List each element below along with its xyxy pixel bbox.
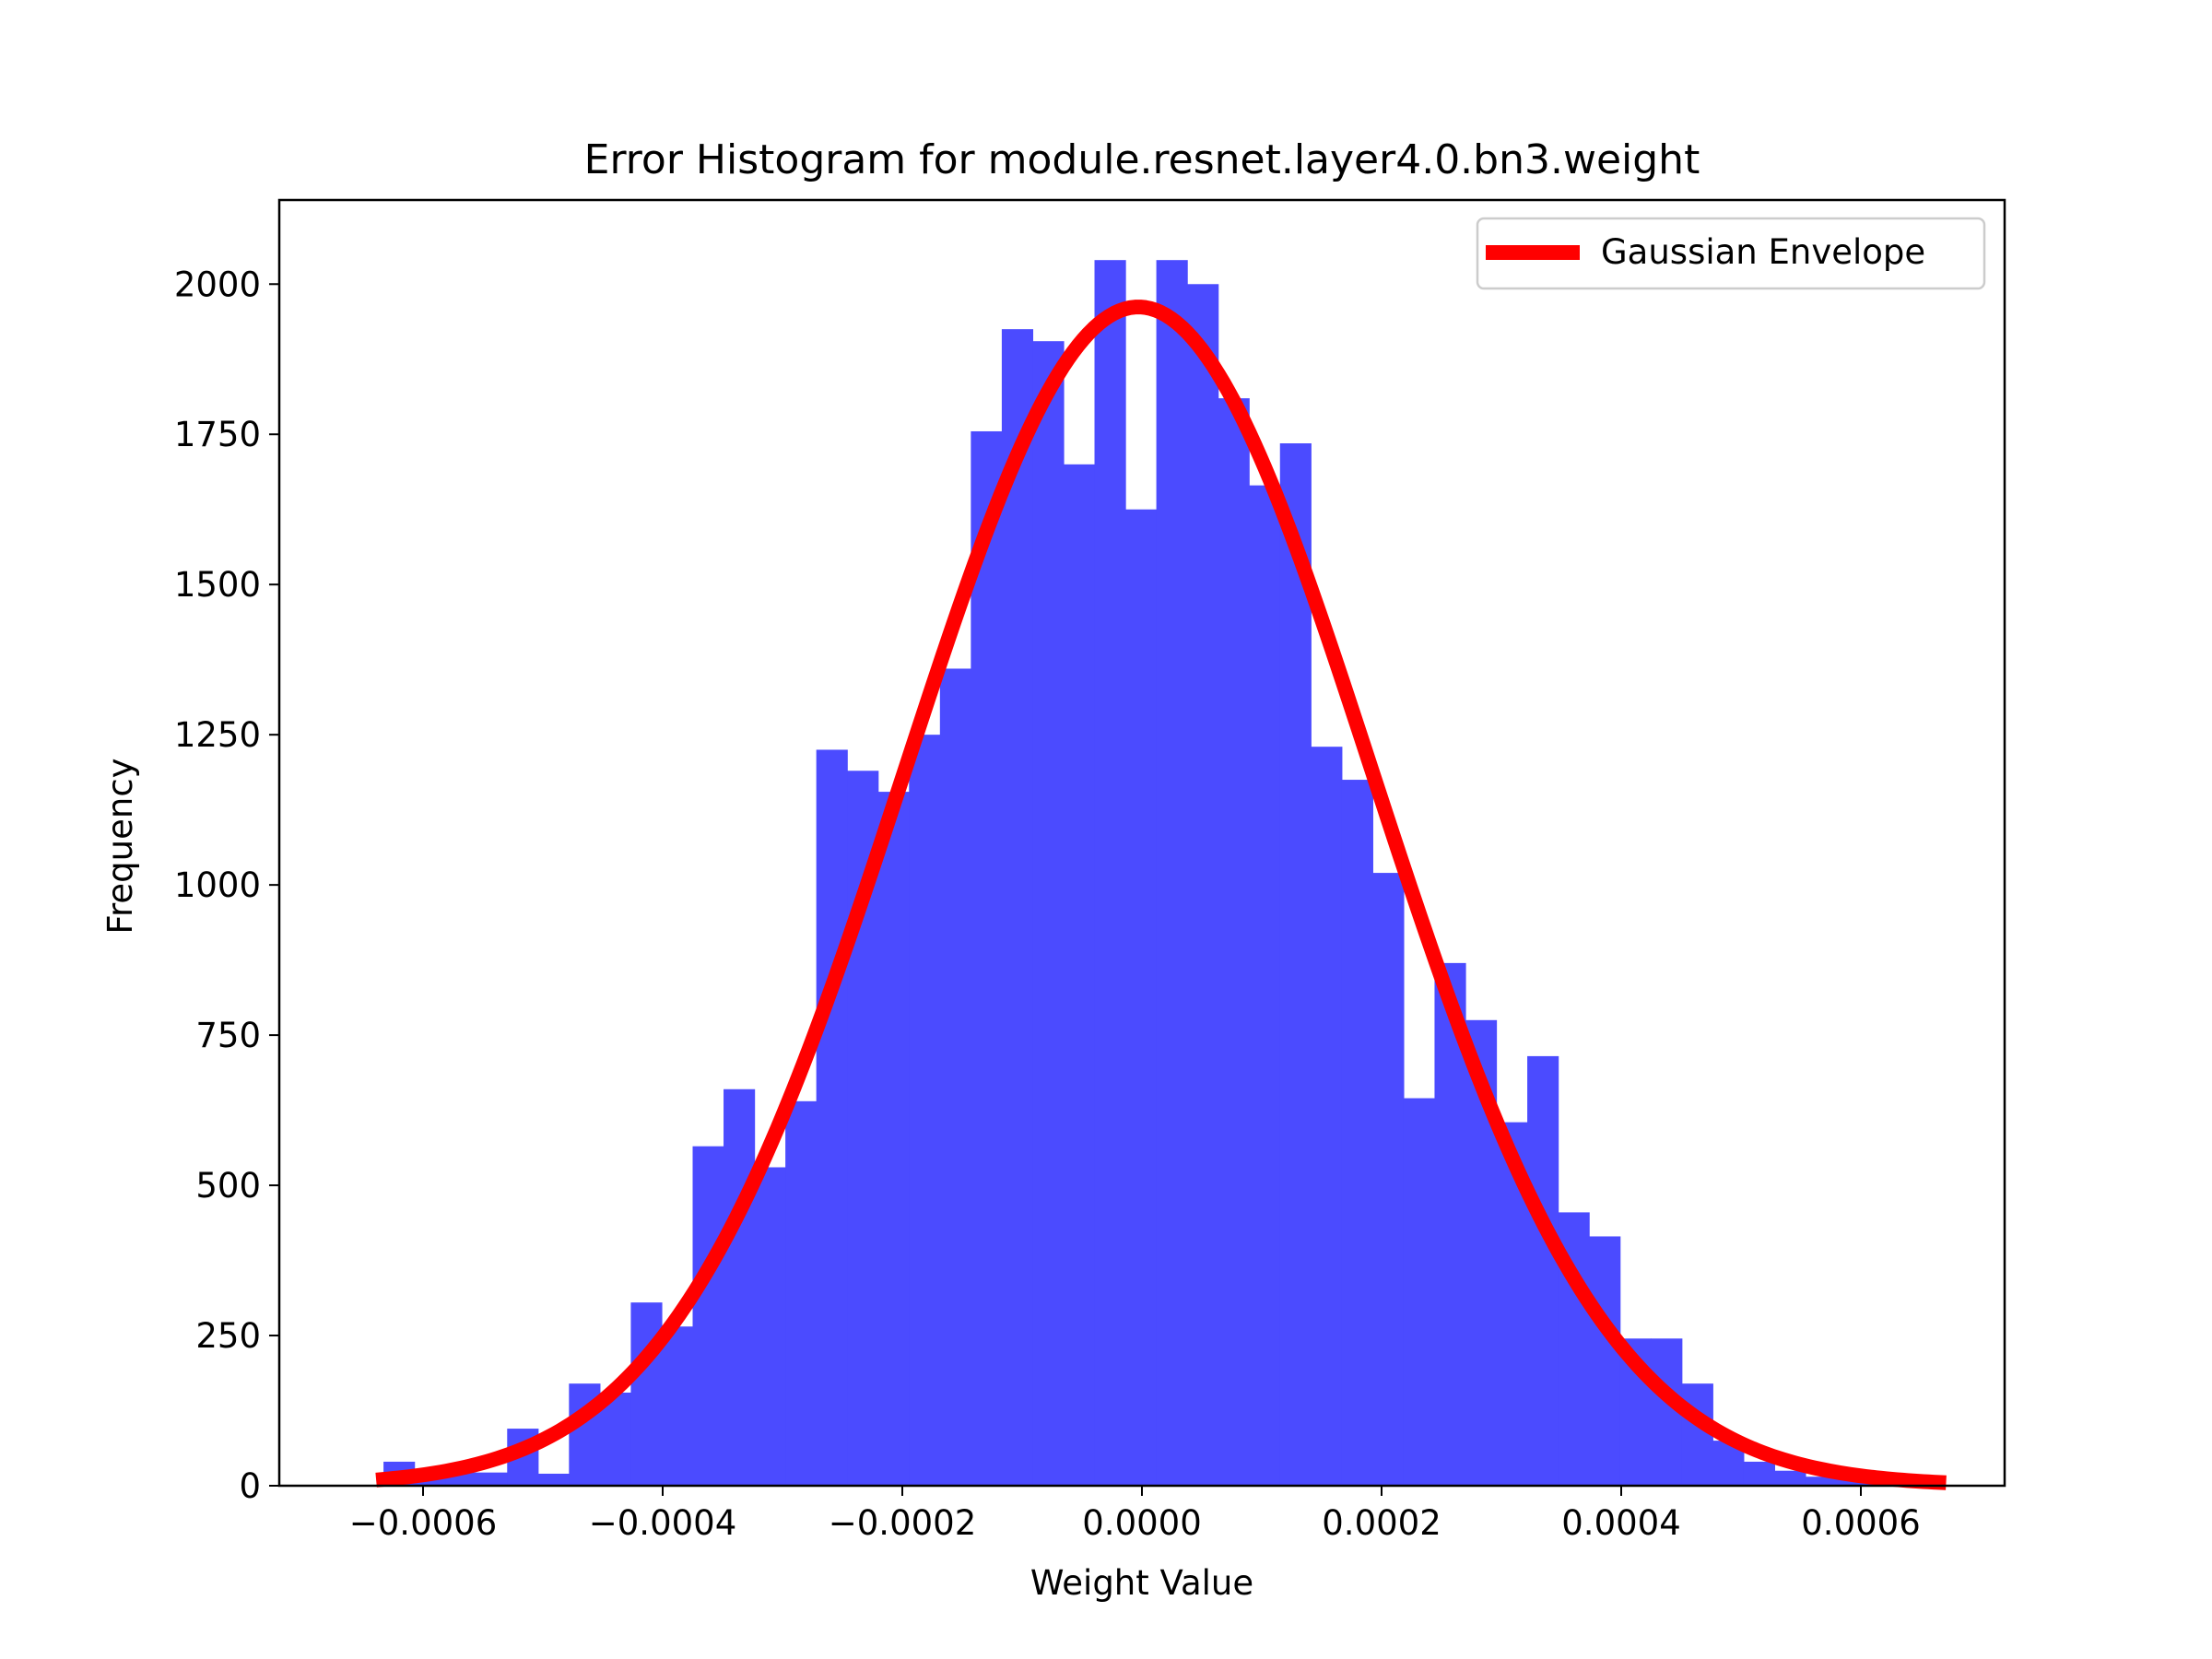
histogram-bar: [909, 735, 941, 1486]
histogram-bar: [1403, 1098, 1436, 1486]
histogram-bar: [1372, 873, 1405, 1486]
legend-box: [1476, 217, 1986, 290]
histogram-bar: [1743, 1461, 1775, 1486]
histogram-bar: [785, 1100, 818, 1486]
histogram-bar: [1218, 398, 1250, 1486]
histogram-bar: [1187, 284, 1219, 1486]
y-tick-label: 1750: [174, 415, 261, 454]
legend-label-gaussian-envelope: Gaussian Envelope: [1601, 232, 1925, 272]
x-tick-label: 0.0004: [1561, 1503, 1680, 1543]
histogram-bar: [630, 1302, 663, 1486]
y-tick-label: 1000: [174, 865, 261, 905]
y-tick-label: 2000: [174, 265, 261, 304]
x-tick-label: 0.0002: [1322, 1503, 1441, 1543]
histogram-bar: [661, 1326, 694, 1486]
histogram-bar: [1681, 1383, 1713, 1486]
histogram-bar: [1279, 443, 1312, 1486]
histogram-bar: [476, 1472, 508, 1486]
histogram-bar: [1001, 329, 1034, 1486]
x-axis-ticks: −0.0006 −0.0004 −0.0002 0.0000 0.0002 0.0004 0…: [349, 1486, 1921, 1543]
histogram-bar: [1774, 1470, 1806, 1486]
histogram-bar: [692, 1146, 724, 1486]
y-tick-label: 750: [195, 1016, 261, 1055]
histogram-bar: [1527, 1055, 1559, 1486]
y-tick-label: 1500: [174, 565, 261, 605]
y-axis-label: Frequency: [100, 758, 140, 934]
histogram-bar: [1125, 509, 1158, 1487]
histogram-bar: [1156, 260, 1188, 1487]
histogram-bar: [939, 668, 971, 1486]
x-tick-label: −0.0002: [829, 1503, 976, 1543]
y-axis-ticks: 0 250 500 750 1000 1250 1500 1750 2000: [174, 265, 279, 1506]
histogram-bar: [1589, 1236, 1621, 1486]
x-axis-label: Weight Value: [1030, 1563, 1253, 1603]
y-tick-label: 0: [239, 1466, 261, 1506]
histogram-bar: [1341, 780, 1373, 1486]
x-tick-label: 0.0000: [1082, 1503, 1201, 1543]
histogram-bar: [724, 1088, 756, 1486]
y-tick-label: 250: [195, 1316, 261, 1356]
histogram-bar: [1063, 464, 1096, 1486]
y-tick-label: 1250: [174, 715, 261, 755]
histogram-bar: [1836, 1479, 1868, 1486]
histogram-bar: [877, 792, 910, 1486]
histogram-bar: [971, 430, 1003, 1487]
histogram-bar: [816, 749, 848, 1486]
histogram-bar: [1805, 1477, 1838, 1486]
x-tick-label: −0.0004: [589, 1503, 736, 1543]
gaussian-envelope-line: [375, 300, 1947, 1490]
histogram-bar: [1311, 747, 1343, 1486]
x-tick-label: −0.0006: [349, 1503, 497, 1543]
histogram-bar: [537, 1473, 570, 1486]
x-tick-label: 0.0006: [1801, 1503, 1920, 1543]
chart-title: Error Histogram for module.resnet.layer4…: [584, 136, 1700, 183]
histogram-bar: [1032, 341, 1065, 1487]
legend: Gaussian Envelope: [1476, 217, 1986, 290]
histogram-bar: [1249, 485, 1281, 1486]
histogram-bar: [1094, 260, 1126, 1487]
y-tick-label: 500: [195, 1166, 261, 1206]
histogram-bar: [754, 1167, 786, 1486]
